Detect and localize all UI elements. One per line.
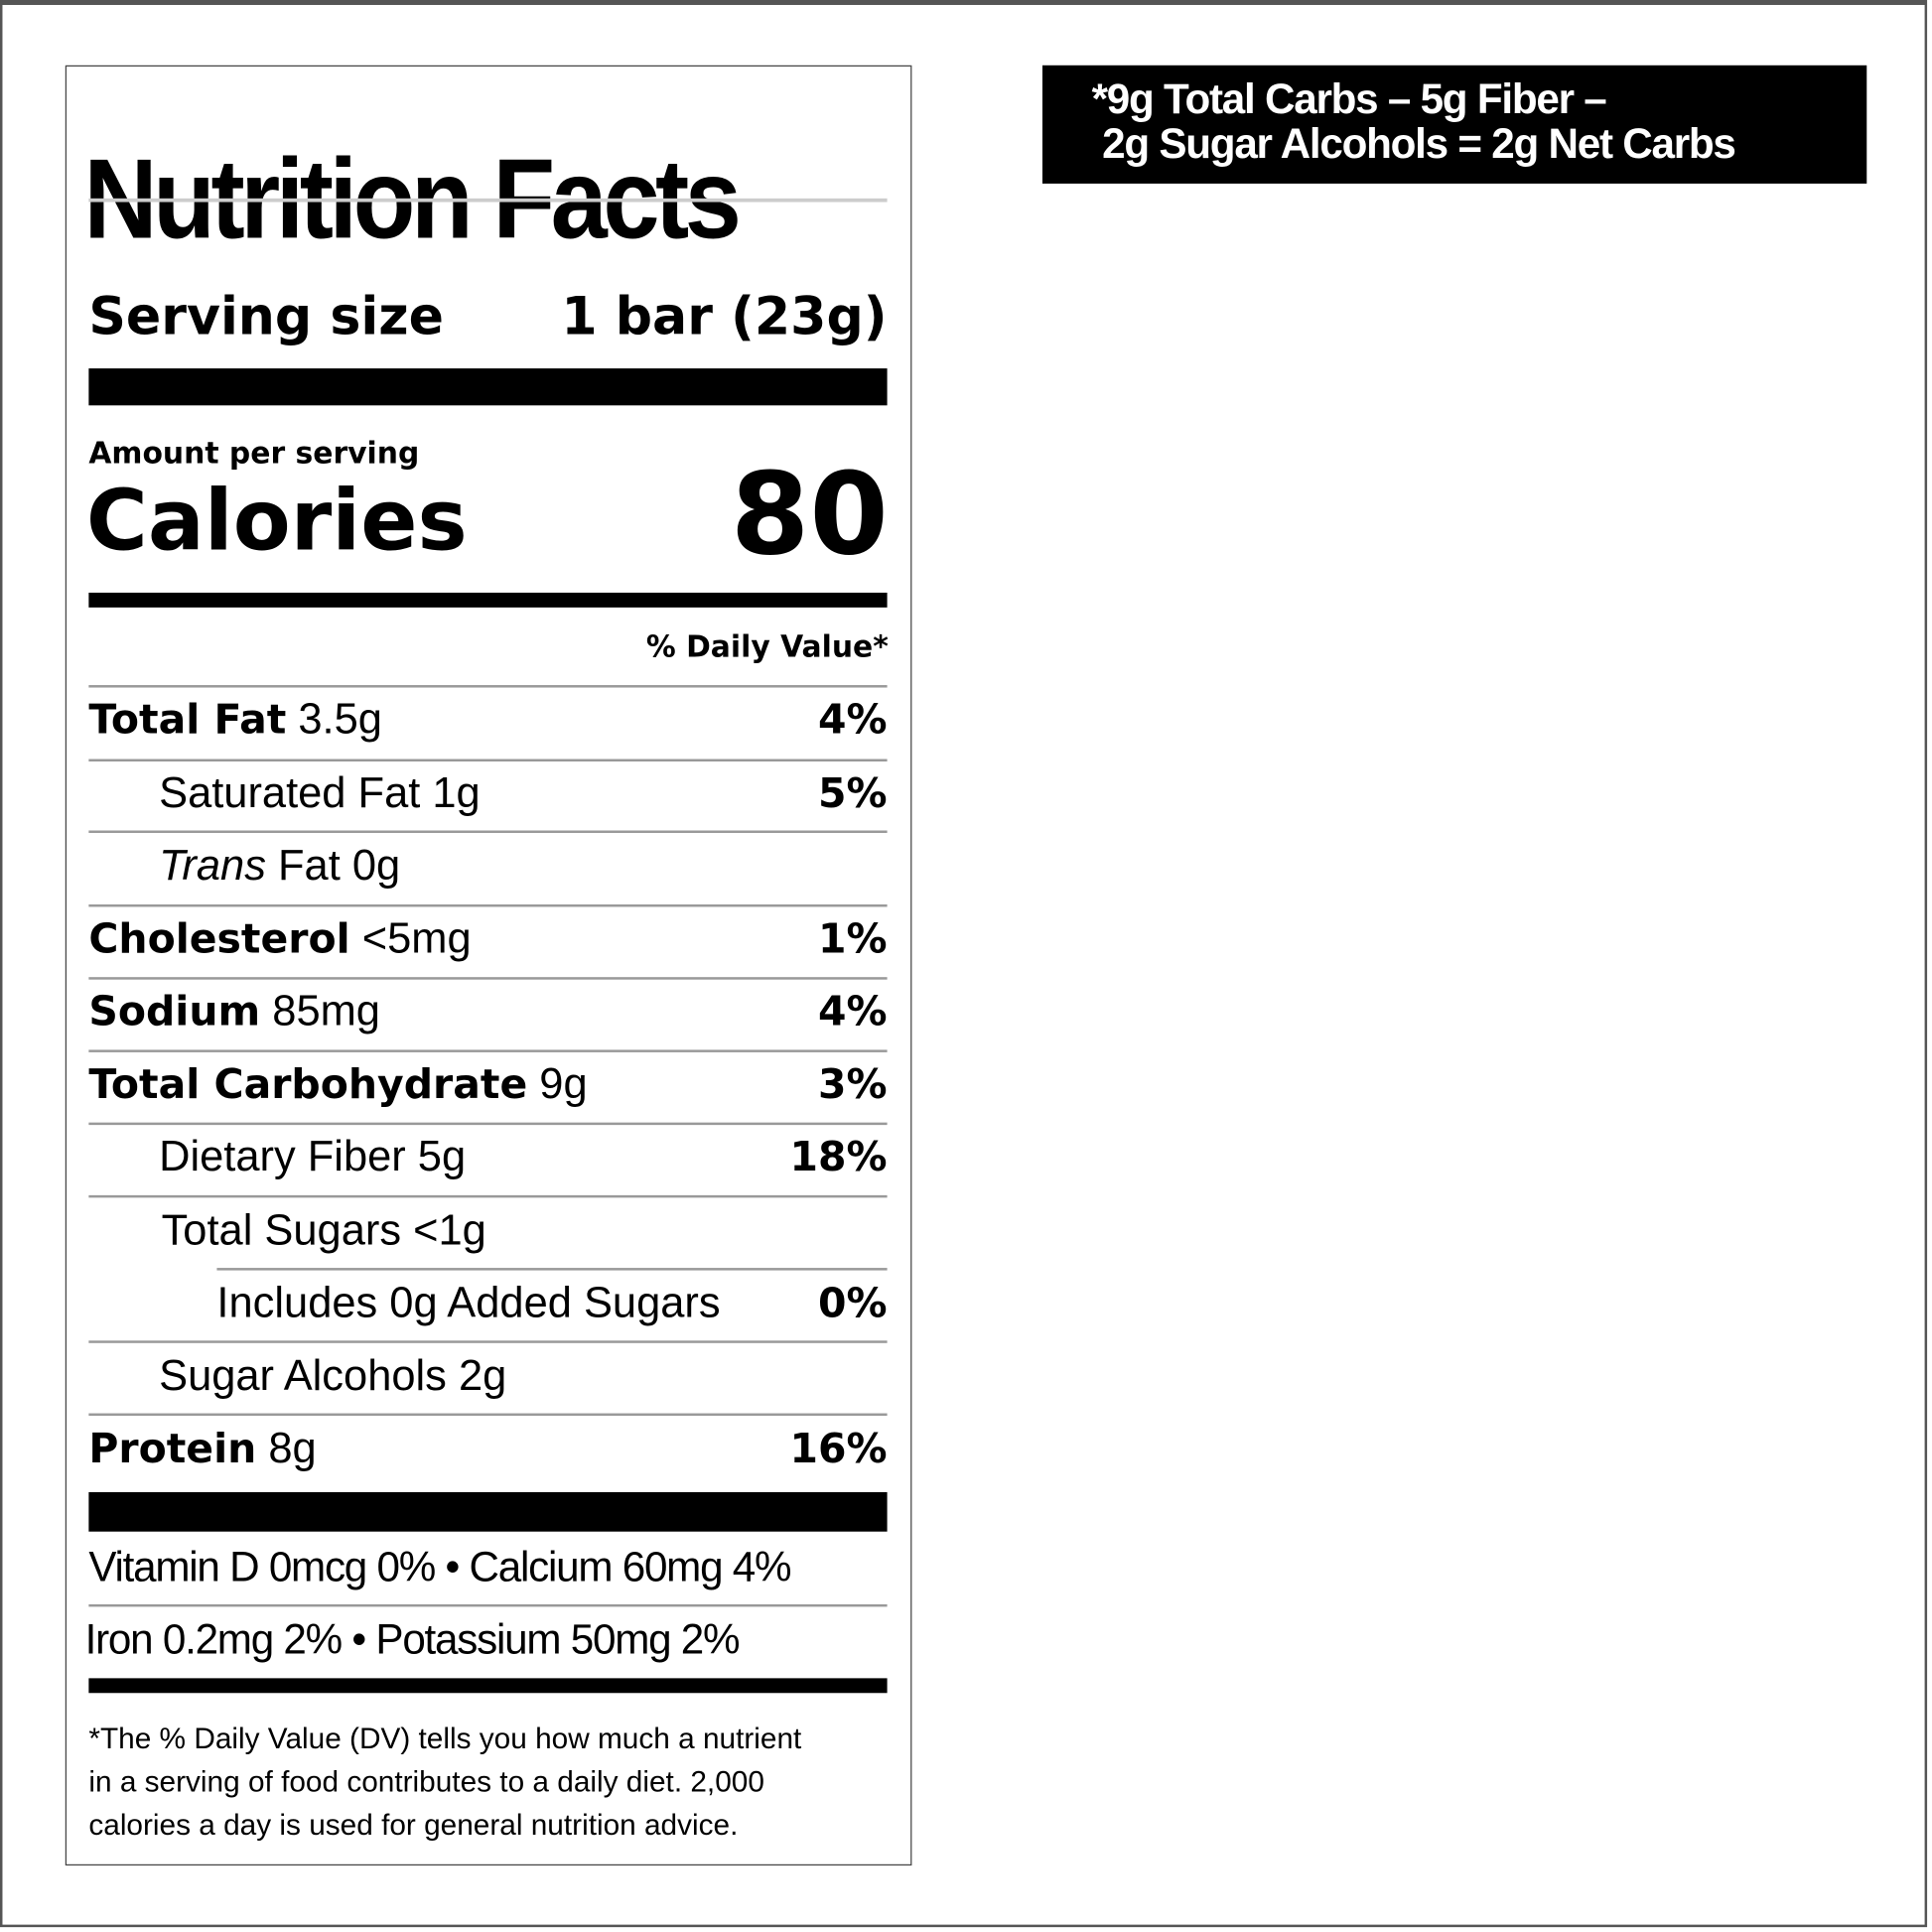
- nutrient-amount: 1g: [432, 768, 481, 817]
- nutrient-name: Cholesterol: [88, 913, 350, 963]
- nutrient-dv: 3%: [818, 1059, 888, 1108]
- nutrient-name-rest: Fat: [278, 841, 341, 891]
- nutrient-dv: 4%: [818, 694, 888, 744]
- nutrient-name: Dietary Fiber: [159, 1132, 406, 1180]
- nutrient-row-sodium: Sodium 85mg 4%: [88, 987, 887, 1036]
- nutrient-name: Trans: [159, 841, 266, 891]
- divider: [88, 1603, 888, 1606]
- thick-divider: [88, 368, 888, 406]
- divider: [88, 1194, 888, 1197]
- micronutrients-line-2: Iron 0.2mg 2% • Potassium 50mg 2%: [84, 1616, 741, 1664]
- nutrient-dv: 4%: [818, 987, 888, 1035]
- nutrient-dv: 5%: [818, 768, 888, 817]
- amount-per-serving: Amount per serving: [88, 436, 420, 472]
- serving-value: 1 bar (23g): [561, 285, 888, 346]
- divider: [88, 903, 888, 906]
- nutrient-amount: 8g: [268, 1424, 317, 1473]
- nutrient-amount: 85mg: [272, 987, 380, 1035]
- nutrient-row-saturated-fat: Saturated Fat 1g 5%: [159, 768, 887, 818]
- thick-divider: [88, 1491, 888, 1532]
- nutrient-row-sugar-alcohols: Sugar Alcohols 2g: [159, 1351, 887, 1401]
- nutrition-facts-label: Nutrition Facts Serving size 1 bar (23g) …: [65, 65, 912, 1866]
- nutrient-row-added-sugars: Includes 0g Added Sugars 0%: [216, 1279, 887, 1328]
- nutrient-row-dietary-fiber: Dietary Fiber 5g 18%: [159, 1133, 887, 1182]
- daily-value-header: % Daily Value*: [645, 629, 889, 664]
- calories-label: Calories: [85, 473, 468, 571]
- nutrient-row-protein: Protein 8g 16%: [88, 1425, 887, 1474]
- divider: [88, 1340, 888, 1343]
- nutrient-name: Total Sugars: [161, 1206, 402, 1255]
- nutrient-name: Total Fat: [88, 694, 287, 744]
- net-carbs-callout: *9g Total Carbs – 5g Fiber – 2g Sugar Al…: [1041, 65, 1867, 184]
- footnote: *The % Daily Value (DV) tells you how mu…: [88, 1723, 802, 1843]
- divider: [88, 1413, 888, 1416]
- nutrient-row-total-carbohydrate: Total Carbohydrate 9g 3%: [88, 1059, 887, 1109]
- divider: [88, 685, 888, 687]
- divider: [88, 830, 888, 833]
- net-carbs-line-1: *9g Total Carbs – 5g Fiber –: [1091, 75, 1607, 124]
- divider: [88, 977, 888, 980]
- nutrient-name: Includes 0g Added Sugars: [216, 1279, 721, 1327]
- divider: [88, 1049, 888, 1052]
- nutrient-amount: 2g: [458, 1351, 507, 1400]
- nutrient-amount: 5g: [417, 1132, 467, 1180]
- nutrient-name: Sugar Alcohols: [159, 1351, 447, 1400]
- nutrient-amount: <1g: [413, 1206, 486, 1255]
- micronutrients-line-1: Vitamin D 0mcg 0% • Calcium 60mg 4%: [88, 1544, 791, 1591]
- nutrient-row-trans-fat: Trans Fat 0g: [159, 842, 887, 892]
- divider: [88, 759, 888, 761]
- nutrient-dv: 18%: [789, 1132, 888, 1180]
- serving-label: Serving size: [88, 285, 444, 346]
- calories-value: 80: [730, 448, 889, 581]
- nutrient-row-total-sugars: Total Sugars <1g: [162, 1206, 888, 1256]
- net-carbs-line-2: 2g Sugar Alcohols = 2g Net Carbs: [1091, 120, 1736, 168]
- nutrient-amount: <5mg: [361, 913, 472, 963]
- nutrient-dv: 16%: [789, 1424, 888, 1473]
- nutrient-name: Protein: [88, 1424, 257, 1473]
- nutrient-row-total-fat: Total Fat 3.5g 4%: [88, 695, 887, 745]
- nutrient-name: Saturated Fat: [159, 768, 421, 817]
- medium-divider: [88, 592, 888, 608]
- nutrient-amount: 9g: [539, 1059, 588, 1108]
- nutrient-name: Total Carbohydrate: [88, 1059, 528, 1108]
- divider: [88, 1122, 888, 1125]
- serving-size: Serving size 1 bar (23g): [88, 286, 887, 346]
- nutrient-dv: 0%: [818, 1279, 888, 1327]
- nutrient-row-cholesterol: Cholesterol <5mg 1%: [88, 914, 887, 964]
- medium-divider: [88, 1678, 888, 1694]
- nutrient-name: Sodium: [88, 987, 261, 1035]
- nutrient-amount: 3.5g: [298, 694, 382, 744]
- divider: [88, 198, 888, 203]
- nutrient-amount: 0g: [351, 841, 401, 891]
- nutrient-dv: 1%: [818, 913, 888, 963]
- divider: [216, 1268, 888, 1270]
